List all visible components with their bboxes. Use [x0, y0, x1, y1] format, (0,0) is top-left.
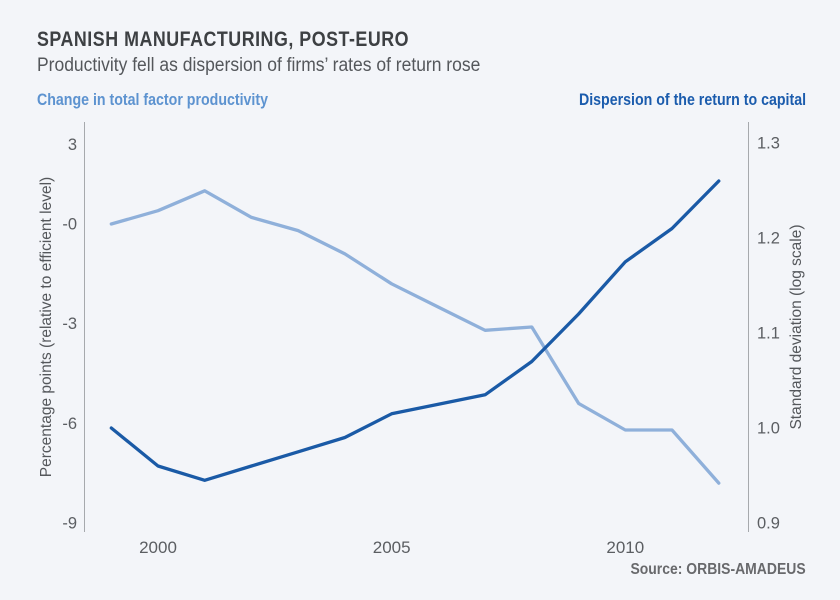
source-note: Source: ORBIS-AMADEUS [630, 561, 806, 578]
legend-dispersion-label: Dispersion of the return to capital [578, 91, 806, 109]
x-axis-tick-label: 2005 [373, 538, 411, 557]
left-axis-tick-label: -3 [62, 315, 77, 333]
left-axis-tick-label: 3 [68, 136, 77, 154]
series-line-dispersion [109, 179, 721, 482]
x-axis-tick-label: 2000 [139, 538, 177, 557]
x-axis-tick-label: 2010 [606, 538, 644, 557]
right-axis-tick-label: 1.2 [757, 230, 780, 248]
right-axis-tick-label: 1.3 [757, 135, 780, 153]
left-axis-tick-label: -9 [62, 514, 77, 532]
right-axis-tick-label: 1.0 [757, 420, 780, 438]
right-axis-tick-label: 0.9 [757, 515, 780, 533]
chart-title: SPANISH MANUFACTURING, POST-EURO [37, 28, 410, 51]
chart-subtitle: Productivity fell as dispersion of firms… [37, 55, 481, 76]
series-line-tfp [109, 189, 721, 485]
left-axis-tick-label: -6 [62, 415, 77, 433]
legend-tfp-label: Change in total factor productivity [37, 91, 269, 109]
left-axis-tick-label: -0 [62, 216, 77, 234]
right-axis-tick-label: 1.1 [757, 325, 780, 343]
